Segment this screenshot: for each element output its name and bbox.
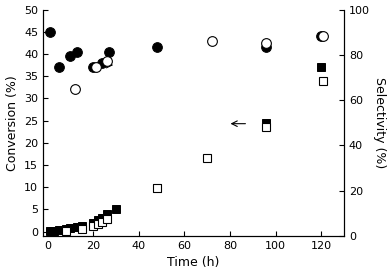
Y-axis label: Conversion (%): Conversion (%)	[5, 75, 18, 171]
Y-axis label: Selectivity (%): Selectivity (%)	[374, 77, 387, 168]
X-axis label: Time (h): Time (h)	[167, 257, 220, 269]
